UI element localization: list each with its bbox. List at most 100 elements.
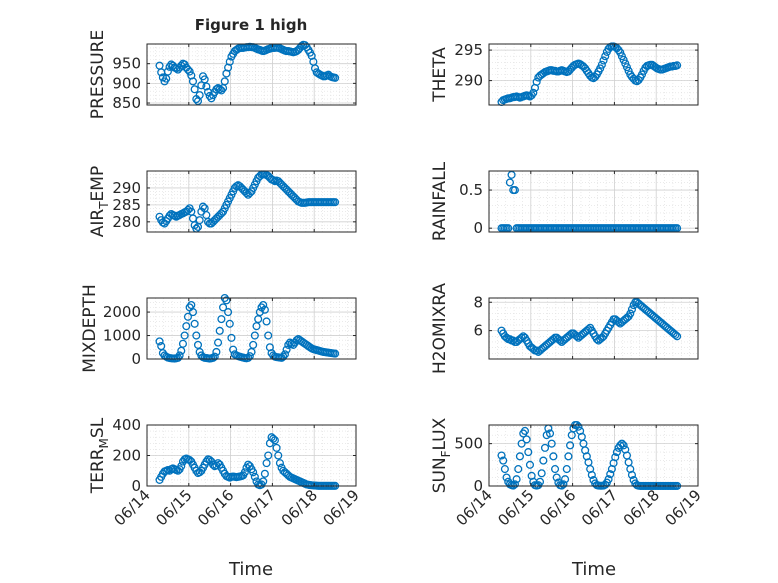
data-point xyxy=(240,468,249,477)
data-point xyxy=(244,353,253,362)
y-tick-label: 1000 xyxy=(103,327,141,345)
data-point xyxy=(529,88,538,97)
data-point xyxy=(627,305,637,314)
data-point xyxy=(220,77,229,86)
data-point xyxy=(604,475,613,484)
data-point xyxy=(574,422,583,431)
axes-frame xyxy=(488,297,699,360)
data-point xyxy=(229,345,238,354)
data-point xyxy=(262,459,271,468)
axes-frame xyxy=(146,43,357,106)
y-tick-label: 0 xyxy=(473,477,483,495)
y-tick-label: 0 xyxy=(473,219,483,237)
y-axis-label: TERRMSL xyxy=(88,417,111,494)
y-axis-label: SUNFLUX xyxy=(430,417,453,493)
data-point xyxy=(562,465,571,474)
data-point xyxy=(535,477,545,486)
data-point xyxy=(619,441,628,450)
data-point xyxy=(270,436,279,445)
data-point xyxy=(264,331,273,340)
data-point xyxy=(282,345,291,354)
data-point xyxy=(512,475,521,484)
data-point xyxy=(673,61,682,70)
data-point xyxy=(202,82,211,91)
data-point xyxy=(592,335,601,344)
y-axis-label: RAINFALL xyxy=(430,161,450,241)
data-point xyxy=(242,188,251,198)
data-point xyxy=(537,469,546,478)
data-point xyxy=(552,473,561,482)
data-point xyxy=(275,459,284,468)
axes-frame xyxy=(146,297,357,360)
figure-title: Figure 1 high xyxy=(195,16,308,34)
data-point xyxy=(280,350,289,359)
data-point xyxy=(547,439,556,448)
data-point xyxy=(225,57,234,66)
data-point xyxy=(626,309,635,318)
data-point xyxy=(532,346,541,355)
data-point xyxy=(616,441,625,450)
y-tick-label: 0 xyxy=(131,477,141,495)
data-point xyxy=(500,465,509,474)
y-tick-label: 0.5 xyxy=(459,181,483,199)
data-point xyxy=(262,317,271,326)
x-axis-label-right: Time xyxy=(571,559,616,580)
data-point xyxy=(673,332,682,341)
data-point xyxy=(183,65,193,74)
data-point xyxy=(517,439,526,448)
axes-frame xyxy=(146,170,357,233)
data-point xyxy=(597,60,606,69)
data-point xyxy=(532,77,541,86)
data-point xyxy=(269,434,278,443)
data-point xyxy=(250,472,259,481)
y-tick-label: 280 xyxy=(112,213,141,231)
y-tick-label: 285 xyxy=(112,196,141,214)
data-point xyxy=(556,336,565,345)
data-point xyxy=(522,435,531,444)
data-point xyxy=(540,443,550,452)
plot-area xyxy=(489,171,698,232)
data-point xyxy=(274,451,283,460)
data-point xyxy=(611,453,620,462)
data-point xyxy=(525,460,535,469)
y-axis-label: MIXDEPTH xyxy=(80,284,100,373)
data-point xyxy=(499,456,508,465)
data-point xyxy=(520,426,529,435)
data-point xyxy=(190,319,199,328)
axes-frame xyxy=(488,424,699,487)
data-point xyxy=(190,85,199,94)
data-point xyxy=(195,216,204,225)
data-point xyxy=(259,477,268,486)
y-tick-label: 500 xyxy=(454,435,483,453)
data-point xyxy=(188,308,198,317)
y-tick-label: 2000 xyxy=(103,303,141,321)
data-point xyxy=(210,352,219,361)
data-point xyxy=(195,91,204,100)
data-point xyxy=(185,67,194,76)
data-point xyxy=(559,480,568,489)
data-point xyxy=(549,452,558,461)
data-point xyxy=(198,202,208,211)
data-point xyxy=(550,465,560,474)
y-tick-label: 290 xyxy=(112,179,141,197)
data-point xyxy=(208,353,218,362)
data-point xyxy=(606,470,615,479)
axes-frame xyxy=(488,43,699,106)
data-point xyxy=(514,465,523,474)
data-point xyxy=(545,429,555,438)
subplot-rainfall: 0 0.5 RAINFALL xyxy=(430,161,699,241)
data-point xyxy=(515,452,524,461)
data-point xyxy=(524,448,533,457)
data-point xyxy=(214,338,223,347)
data-point xyxy=(249,340,258,349)
data-point xyxy=(212,461,221,470)
y-tick-label: 200 xyxy=(112,447,141,465)
data-point xyxy=(331,198,340,207)
y-axis-label: PRESSURE xyxy=(88,30,108,119)
